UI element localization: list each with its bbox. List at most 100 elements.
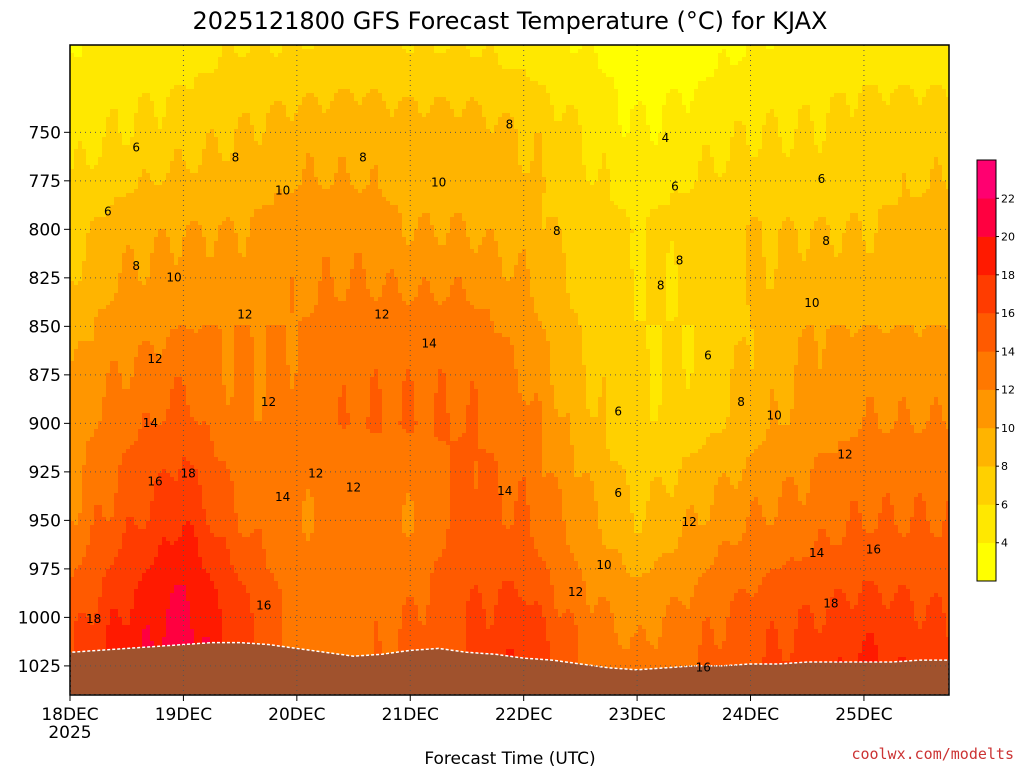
temperature-cell [82, 285, 87, 290]
temperature-cell [102, 261, 107, 266]
temperature-cell [74, 221, 79, 226]
temperature-cell [82, 561, 87, 566]
temperature-cell [90, 113, 95, 118]
temperature-cell [86, 629, 91, 634]
temperature-cell [74, 577, 79, 582]
temperature-cell [90, 141, 95, 146]
temperature-cell [78, 209, 83, 214]
temperature-cell [90, 161, 95, 166]
temperature-cell [86, 645, 91, 650]
temperature-cell [94, 213, 99, 218]
temperature-cell [82, 49, 87, 54]
temperature-cell [78, 117, 83, 122]
temperature-cell [94, 129, 99, 134]
temperature-cell [82, 293, 87, 298]
temperature-cell [74, 581, 79, 586]
temperature-cell [102, 53, 107, 58]
temperature-cell [86, 321, 91, 326]
temperature-cell [74, 513, 79, 518]
temperature-cell [74, 89, 79, 94]
temperature-cell [94, 465, 99, 470]
temperature-cell [78, 477, 83, 482]
temperature-cell [90, 109, 95, 114]
temperature-cell [98, 505, 103, 510]
temperature-cell [98, 497, 103, 502]
temperature-cell [98, 125, 103, 130]
temperature-cell [74, 485, 79, 490]
temperature-cell [94, 125, 99, 130]
temperature-cell [98, 405, 103, 410]
temperature-cell [94, 409, 99, 414]
temperature-cell [78, 109, 83, 114]
temperature-cell [102, 121, 107, 126]
temperature-cell [78, 237, 83, 242]
temperature-cell [74, 617, 79, 622]
temperature-cell [78, 205, 83, 210]
temperature-cell [94, 421, 99, 426]
temperature-cell [86, 357, 91, 362]
temperature-cell [78, 521, 83, 526]
temperature-cell [90, 489, 95, 494]
temperature-cell [86, 425, 91, 430]
temperature-cell [98, 69, 103, 74]
temperature-cell [82, 249, 87, 254]
temperature-cell [98, 205, 103, 210]
temperature-cell [98, 349, 103, 354]
temperature-cell [78, 65, 83, 70]
temperature-cell [78, 393, 83, 398]
temperature-cell [90, 273, 95, 278]
temperature-cell [94, 381, 99, 386]
temperature-cell [98, 213, 103, 218]
temperature-cell [86, 353, 91, 358]
temperature-cell [98, 225, 103, 230]
temperature-cell [74, 385, 79, 390]
temperature-cell [90, 457, 95, 462]
temperature-cell [90, 173, 95, 178]
temperature-cell [94, 509, 99, 514]
temperature-cell [86, 121, 91, 126]
temperature-cell [86, 257, 91, 262]
temperature-cell [82, 297, 87, 302]
temperature-cell [90, 537, 95, 542]
temperature-cell [102, 253, 107, 258]
temperature-cell [86, 169, 91, 174]
temperature-cell [102, 129, 107, 134]
temperature-cell [74, 269, 79, 274]
temperature-cell [74, 377, 79, 382]
temperature-cell [94, 501, 99, 506]
temperature-cell [94, 77, 99, 82]
temperature-cell [86, 149, 91, 154]
temperature-cell [78, 149, 83, 154]
temperature-cell [90, 393, 95, 398]
temperature-cell [78, 145, 83, 150]
temperature-cell [82, 485, 87, 490]
temperature-cell [78, 465, 83, 470]
temperature-cell [86, 241, 91, 246]
temperature-cell [98, 325, 103, 330]
temperature-cell [94, 269, 99, 274]
temperature-cell [90, 125, 95, 130]
temperature-cell [90, 57, 95, 62]
temperature-cell [78, 389, 83, 394]
temperature-cell [102, 137, 107, 142]
temperature-cell [82, 601, 87, 606]
temperature-cell [82, 557, 87, 562]
temperature-cell [94, 181, 99, 186]
temperature-cell [82, 629, 87, 634]
temperature-cell [74, 477, 79, 482]
temperature-cell [74, 397, 79, 402]
temperature-cell [98, 361, 103, 366]
temperature-cell [90, 585, 95, 590]
temperature-cell [74, 153, 79, 158]
temperature-cell [86, 477, 91, 482]
temperature-cell [74, 253, 79, 258]
temperature-cell [82, 281, 87, 286]
temperature-cell [78, 321, 83, 326]
temperature-cell [98, 181, 103, 186]
temperature-cell [86, 201, 91, 206]
temperature-cell [98, 109, 103, 114]
temperature-cell [82, 573, 87, 578]
temperature-cell [74, 249, 79, 254]
temperature-cell [90, 169, 95, 174]
temperature-cell [90, 129, 95, 134]
